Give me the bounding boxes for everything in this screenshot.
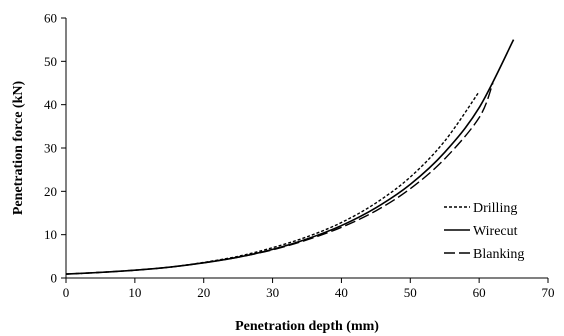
y-tick-label: 10 — [44, 227, 57, 242]
x-tick-label: 20 — [197, 285, 210, 300]
y-tick-label: 0 — [51, 271, 58, 286]
y-tick-label: 60 — [44, 11, 57, 26]
x-tick-label: 40 — [335, 285, 348, 300]
x-tick-label: 60 — [473, 285, 486, 300]
y-tick-label: 40 — [44, 97, 57, 112]
y-tick-label: 20 — [44, 184, 57, 199]
legend-label-drilling: Drilling — [473, 201, 517, 216]
x-tick-label: 30 — [266, 285, 279, 300]
legend: Drilling Wirecut Blanking — [444, 201, 524, 262]
x-axis-title: Penetration depth (mm) — [235, 319, 379, 334]
x-tick-label: 50 — [404, 285, 417, 300]
x-ticks: 0 10 20 30 40 50 60 70 — [63, 278, 555, 300]
y-tick-label: 50 — [44, 54, 57, 69]
legend-label-wirecut: Wirecut — [473, 224, 518, 239]
y-tick-label: 30 — [44, 141, 57, 156]
x-tick-label: 70 — [542, 285, 555, 300]
y-ticks: 0 10 20 30 40 50 60 — [44, 11, 66, 286]
series-layer — [65, 39, 515, 275]
x-tick-label: 0 — [63, 285, 70, 300]
series-line-blanking — [65, 82, 494, 275]
legend-label-blanking: Blanking — [473, 247, 524, 262]
y-axis-title: Penetration force (kN) — [11, 81, 26, 216]
x-tick-label: 10 — [128, 285, 141, 300]
